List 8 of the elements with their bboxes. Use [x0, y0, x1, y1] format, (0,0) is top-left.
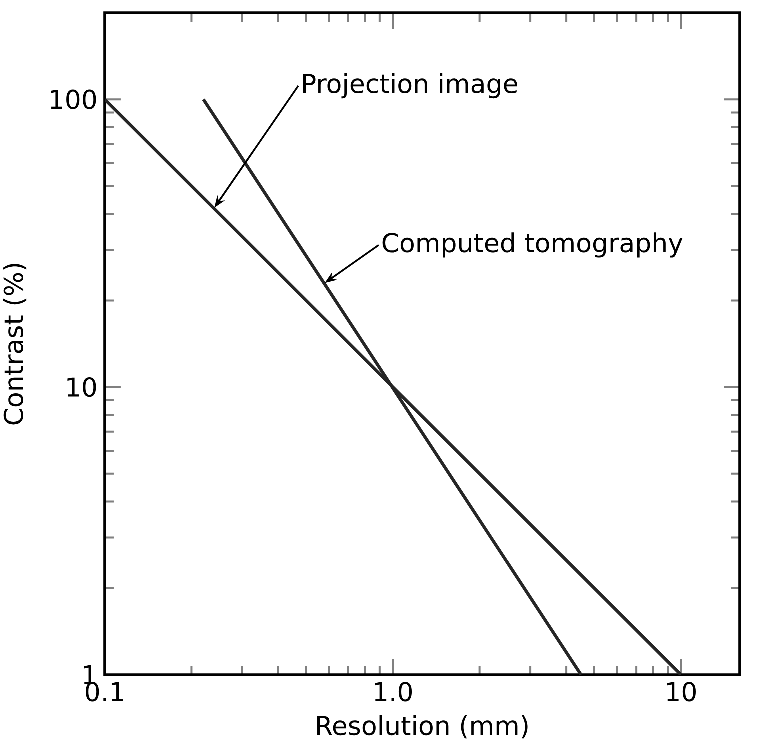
annotation: Projection image [303, 73, 518, 99]
x-tick-label: 1.0 [375, 682, 412, 702]
annotation: Computed tomography [382, 232, 683, 258]
y-tick-label: 100 [51, 90, 96, 110]
y-tick-label: 10 [68, 377, 96, 398]
y-axis-title: Contrast (%) [3, 264, 27, 425]
x-tick-label: 10 [668, 682, 696, 702]
x-axis-title: Resolution (mm) [318, 715, 528, 739]
